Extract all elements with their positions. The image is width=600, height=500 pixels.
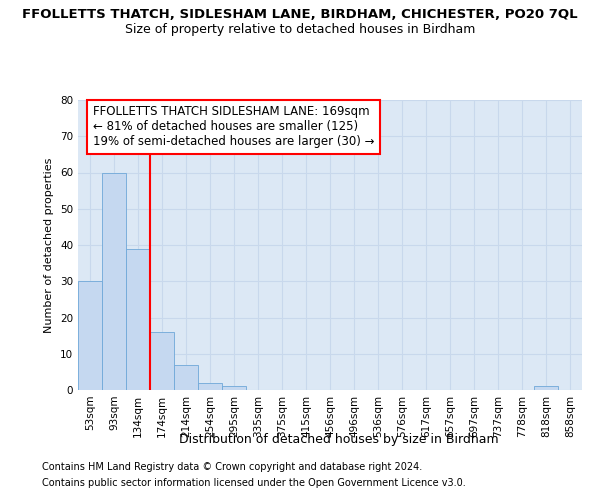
Bar bbox=[222, 386, 246, 390]
Bar bbox=[534, 386, 558, 390]
Text: Contains HM Land Registry data © Crown copyright and database right 2024.: Contains HM Land Registry data © Crown c… bbox=[42, 462, 422, 472]
Text: Contains public sector information licensed under the Open Government Licence v3: Contains public sector information licen… bbox=[42, 478, 466, 488]
Bar bbox=[126, 248, 150, 390]
Bar bbox=[198, 383, 222, 390]
Text: Distribution of detached houses by size in Birdham: Distribution of detached houses by size … bbox=[179, 432, 499, 446]
Text: FFOLLETTS THATCH SIDLESHAM LANE: 169sqm
← 81% of detached houses are smaller (12: FFOLLETTS THATCH SIDLESHAM LANE: 169sqm … bbox=[93, 106, 374, 148]
Y-axis label: Number of detached properties: Number of detached properties bbox=[44, 158, 55, 332]
Bar bbox=[78, 281, 102, 390]
Bar bbox=[150, 332, 174, 390]
Text: FFOLLETTS THATCH, SIDLESHAM LANE, BIRDHAM, CHICHESTER, PO20 7QL: FFOLLETTS THATCH, SIDLESHAM LANE, BIRDHA… bbox=[22, 8, 578, 20]
Text: Size of property relative to detached houses in Birdham: Size of property relative to detached ho… bbox=[125, 22, 475, 36]
Bar bbox=[102, 172, 126, 390]
Bar bbox=[174, 364, 198, 390]
